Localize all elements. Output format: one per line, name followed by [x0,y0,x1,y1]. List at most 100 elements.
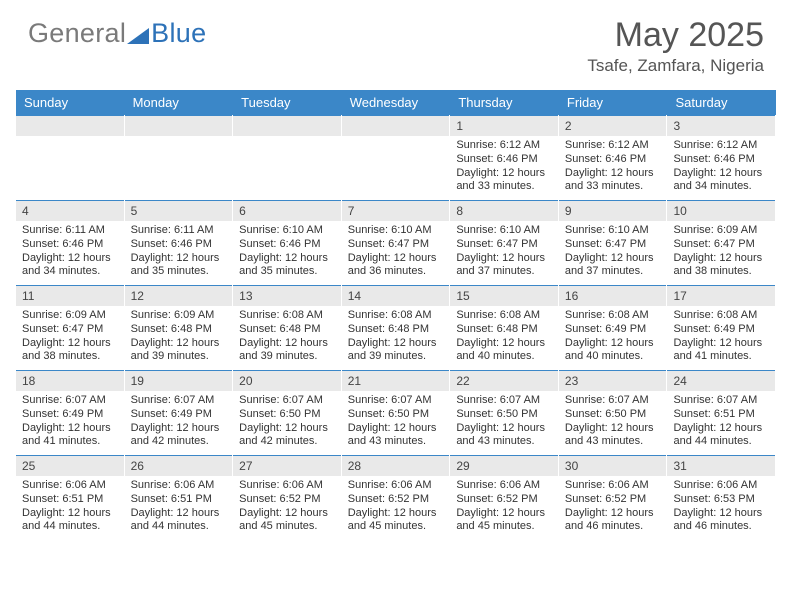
calendar-cell: 23Sunrise: 6:07 AMSunset: 6:50 PMDayligh… [559,370,668,455]
calendar-week: 1Sunrise: 6:12 AMSunset: 6:46 PMDaylight… [16,115,776,200]
calendar-cell: 9Sunrise: 6:10 AMSunset: 6:47 PMDaylight… [559,200,668,285]
dow-header: Saturday [667,90,776,115]
day-info: Sunrise: 6:07 AMSunset: 6:50 PMDaylight:… [450,391,558,449]
day-info: Sunrise: 6:12 AMSunset: 6:46 PMDaylight:… [667,136,775,194]
calendar-week: 4Sunrise: 6:11 AMSunset: 6:46 PMDaylight… [16,200,776,285]
day-number: 19 [125,370,233,391]
calendar-cell: 31Sunrise: 6:06 AMSunset: 6:53 PMDayligh… [667,455,776,540]
day-number: 13 [233,285,341,306]
brand-logo: General Blue [28,18,206,49]
calendar-cell: 25Sunrise: 6:06 AMSunset: 6:51 PMDayligh… [16,455,125,540]
day-number: 27 [233,455,341,476]
day-info: Sunrise: 6:09 AMSunset: 6:48 PMDaylight:… [125,306,233,364]
day-info: Sunrise: 6:06 AMSunset: 6:52 PMDaylight:… [233,476,341,534]
calendar-cell: 8Sunrise: 6:10 AMSunset: 6:47 PMDaylight… [450,200,559,285]
calendar-cell: 22Sunrise: 6:07 AMSunset: 6:50 PMDayligh… [450,370,559,455]
day-number [342,115,450,136]
day-info: Sunrise: 6:11 AMSunset: 6:46 PMDaylight:… [125,221,233,279]
day-number [125,115,233,136]
day-info: Sunrise: 6:09 AMSunset: 6:47 PMDaylight:… [16,306,124,364]
brand-part2: Blue [151,18,206,49]
calendar-cell: 28Sunrise: 6:06 AMSunset: 6:52 PMDayligh… [342,455,451,540]
day-number: 21 [342,370,450,391]
day-info: Sunrise: 6:10 AMSunset: 6:47 PMDaylight:… [450,221,558,279]
calendar-cell: 14Sunrise: 6:08 AMSunset: 6:48 PMDayligh… [342,285,451,370]
calendar-cell [233,115,342,200]
day-info: Sunrise: 6:08 AMSunset: 6:49 PMDaylight:… [667,306,775,364]
calendar: SundayMondayTuesdayWednesdayThursdayFrid… [16,90,776,540]
day-info: Sunrise: 6:10 AMSunset: 6:47 PMDaylight:… [559,221,667,279]
calendar-cell: 1Sunrise: 6:12 AMSunset: 6:46 PMDaylight… [450,115,559,200]
day-info: Sunrise: 6:10 AMSunset: 6:47 PMDaylight:… [342,221,450,279]
day-number [16,115,124,136]
calendar-cell: 15Sunrise: 6:08 AMSunset: 6:48 PMDayligh… [450,285,559,370]
dow-header: Monday [125,90,234,115]
day-info: Sunrise: 6:06 AMSunset: 6:52 PMDaylight:… [450,476,558,534]
day-info: Sunrise: 6:09 AMSunset: 6:47 PMDaylight:… [667,221,775,279]
day-number: 18 [16,370,124,391]
day-number: 9 [559,200,667,221]
calendar-cell: 27Sunrise: 6:06 AMSunset: 6:52 PMDayligh… [233,455,342,540]
dow-header: Wednesday [342,90,451,115]
calendar-week: 18Sunrise: 6:07 AMSunset: 6:49 PMDayligh… [16,370,776,455]
calendar-cell: 10Sunrise: 6:09 AMSunset: 6:47 PMDayligh… [667,200,776,285]
day-number: 25 [16,455,124,476]
day-info: Sunrise: 6:08 AMSunset: 6:49 PMDaylight:… [559,306,667,364]
calendar-cell: 5Sunrise: 6:11 AMSunset: 6:46 PMDaylight… [125,200,234,285]
day-number: 4 [16,200,124,221]
calendar-cell: 3Sunrise: 6:12 AMSunset: 6:46 PMDaylight… [667,115,776,200]
calendar-cell: 20Sunrise: 6:07 AMSunset: 6:50 PMDayligh… [233,370,342,455]
title-block: May 2025 Tsafe, Zamfara, Nigeria [587,18,764,76]
day-number: 28 [342,455,450,476]
day-number: 10 [667,200,775,221]
page-subtitle: Tsafe, Zamfara, Nigeria [587,56,764,76]
calendar-week: 25Sunrise: 6:06 AMSunset: 6:51 PMDayligh… [16,455,776,540]
day-number: 7 [342,200,450,221]
day-info: Sunrise: 6:08 AMSunset: 6:48 PMDaylight:… [233,306,341,364]
day-number: 31 [667,455,775,476]
day-info: Sunrise: 6:07 AMSunset: 6:49 PMDaylight:… [125,391,233,449]
calendar-cell: 13Sunrise: 6:08 AMSunset: 6:48 PMDayligh… [233,285,342,370]
day-number: 2 [559,115,667,136]
calendar-cell: 19Sunrise: 6:07 AMSunset: 6:49 PMDayligh… [125,370,234,455]
page-title: May 2025 [587,18,764,52]
dow-header: Sunday [16,90,125,115]
day-info: Sunrise: 6:06 AMSunset: 6:52 PMDaylight:… [559,476,667,534]
day-info: Sunrise: 6:11 AMSunset: 6:46 PMDaylight:… [16,221,124,279]
day-info: Sunrise: 6:08 AMSunset: 6:48 PMDaylight:… [342,306,450,364]
day-info: Sunrise: 6:12 AMSunset: 6:46 PMDaylight:… [450,136,558,194]
day-number: 1 [450,115,558,136]
calendar-cell: 17Sunrise: 6:08 AMSunset: 6:49 PMDayligh… [667,285,776,370]
day-number [233,115,341,136]
dow-header-row: SundayMondayTuesdayWednesdayThursdayFrid… [16,90,776,115]
day-info: Sunrise: 6:10 AMSunset: 6:46 PMDaylight:… [233,221,341,279]
calendar-cell: 29Sunrise: 6:06 AMSunset: 6:52 PMDayligh… [450,455,559,540]
day-number: 8 [450,200,558,221]
calendar-cell: 7Sunrise: 6:10 AMSunset: 6:47 PMDaylight… [342,200,451,285]
brand-part1: General [28,18,126,49]
calendar-cell: 12Sunrise: 6:09 AMSunset: 6:48 PMDayligh… [125,285,234,370]
day-info: Sunrise: 6:07 AMSunset: 6:49 PMDaylight:… [16,391,124,449]
day-info: Sunrise: 6:12 AMSunset: 6:46 PMDaylight:… [559,136,667,194]
calendar-cell: 11Sunrise: 6:09 AMSunset: 6:47 PMDayligh… [16,285,125,370]
day-number: 29 [450,455,558,476]
calendar-cell: 26Sunrise: 6:06 AMSunset: 6:51 PMDayligh… [125,455,234,540]
calendar-cell: 18Sunrise: 6:07 AMSunset: 6:49 PMDayligh… [16,370,125,455]
dow-header: Thursday [450,90,559,115]
day-info: Sunrise: 6:07 AMSunset: 6:50 PMDaylight:… [233,391,341,449]
calendar-cell: 2Sunrise: 6:12 AMSunset: 6:46 PMDaylight… [559,115,668,200]
day-number: 26 [125,455,233,476]
calendar-cell [125,115,234,200]
brand-triangle-icon [127,20,149,51]
day-number: 17 [667,285,775,306]
day-number: 20 [233,370,341,391]
calendar-cell: 6Sunrise: 6:10 AMSunset: 6:46 PMDaylight… [233,200,342,285]
calendar-cell: 24Sunrise: 6:07 AMSunset: 6:51 PMDayligh… [667,370,776,455]
calendar-cell: 4Sunrise: 6:11 AMSunset: 6:46 PMDaylight… [16,200,125,285]
day-number: 6 [233,200,341,221]
day-number: 3 [667,115,775,136]
day-number: 22 [450,370,558,391]
day-info: Sunrise: 6:06 AMSunset: 6:52 PMDaylight:… [342,476,450,534]
day-info: Sunrise: 6:07 AMSunset: 6:51 PMDaylight:… [667,391,775,449]
day-number: 15 [450,285,558,306]
